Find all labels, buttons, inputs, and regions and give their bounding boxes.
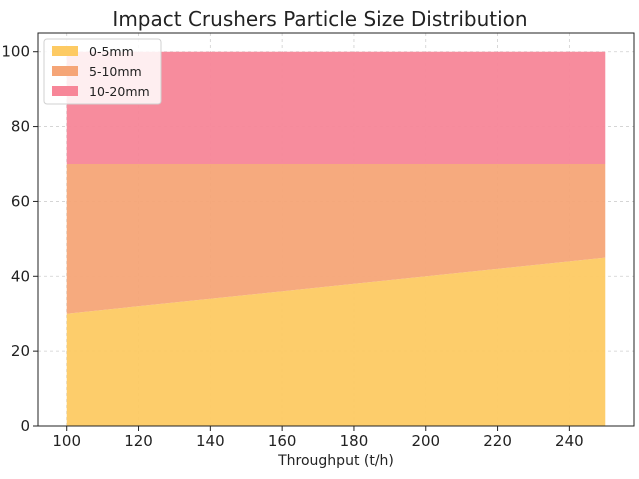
legend-label-10-20mm: 10-20mm — [89, 84, 150, 99]
legend: 0-5mm 5-10mm 10-20mm — [43, 38, 162, 105]
series-areas — [66, 51, 606, 426]
legend-label-0-5mm: 0-5mm — [89, 44, 134, 59]
y-tick-label: 60 — [11, 192, 30, 210]
y-tick-label: 40 — [11, 267, 30, 285]
area-0-5mm — [66, 257, 606, 426]
area-10-20mm — [66, 51, 606, 164]
x-tick-label: 200 — [411, 432, 440, 450]
axes — [37, 32, 635, 427]
legend-swatch-5-10mm — [52, 66, 78, 76]
x-tick-label: 100 — [52, 432, 81, 450]
plot-frame — [37, 32, 635, 427]
x-axis-ticks: 100 120 140 160 180 200 220 240 — [52, 426, 584, 450]
legend-swatch-10-20mm — [52, 86, 78, 96]
legend-swatch-0-5mm — [52, 46, 78, 56]
x-tick-label: 140 — [196, 432, 225, 450]
x-axis-label: Throughput (t/h) — [277, 453, 394, 469]
area-5-10mm — [66, 164, 606, 314]
y-axis-ticks: 0 20 40 60 80 100 — [1, 43, 38, 435]
x-tick-label: 220 — [483, 432, 512, 450]
x-tick-label: 240 — [555, 432, 584, 450]
x-tick-label: 120 — [124, 432, 153, 450]
y-tick-label: 100 — [1, 43, 30, 61]
chart-title: Impact Crushers Particle Size Distributi… — [112, 7, 527, 31]
legend-label-5-10mm: 5-10mm — [89, 64, 142, 79]
x-tick-label: 180 — [340, 432, 369, 450]
y-tick-label: 20 — [11, 342, 30, 360]
x-tick-label: 160 — [268, 432, 297, 450]
y-tick-label: 80 — [11, 118, 30, 136]
y-tick-label: 0 — [20, 417, 30, 435]
